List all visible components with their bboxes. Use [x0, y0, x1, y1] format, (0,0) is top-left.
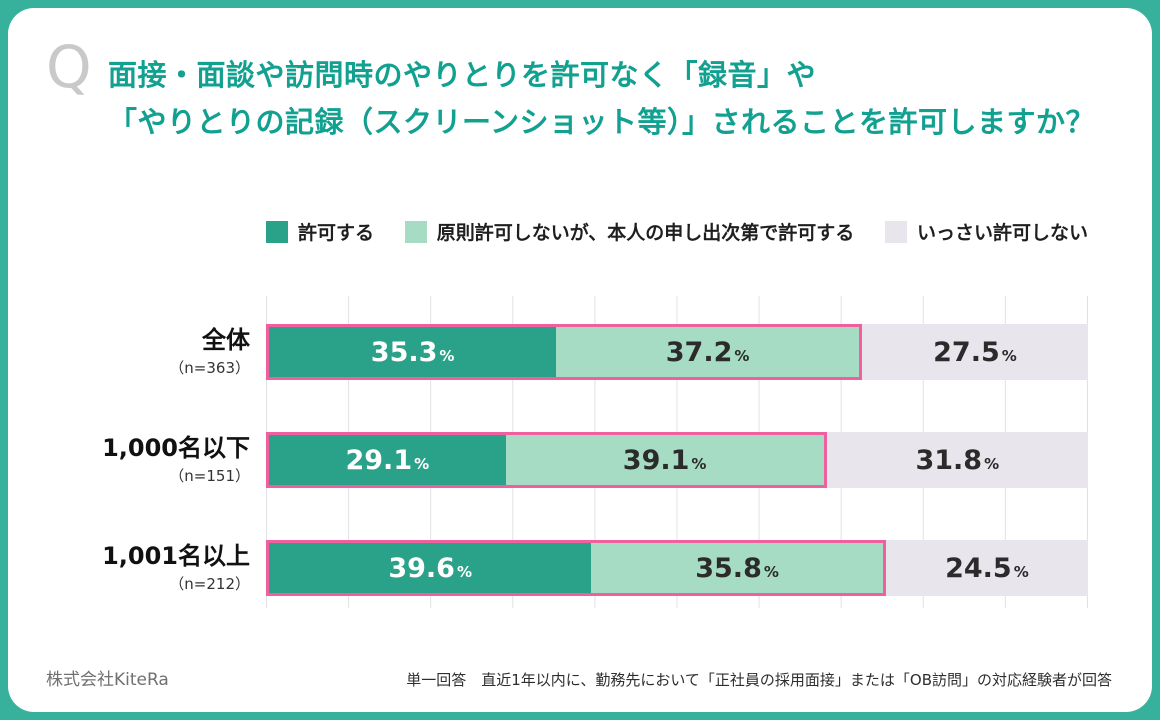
chart-area: 全体 （n=363） 35.3% 37.2% 27.5% 1,000名以下 （n=151） 2…	[44, 296, 1088, 608]
category-n: （n=212）	[169, 575, 250, 594]
bar-row: 全体 （n=363） 35.3% 37.2% 27.5%	[44, 324, 1088, 380]
survey-note: 単一回答 直近1年以内に、勤務先において「正社員の採用面接」または「OB訪問」の…	[406, 671, 1112, 689]
page-title: 面接・面談や訪問時のやりとりを許可なく「録音」や 「やりとりの記録（スクリーンシ…	[108, 52, 1122, 146]
segment-never-allow: 24.5%	[885, 540, 1088, 596]
segment-value: 31.8%	[915, 444, 1000, 476]
category-label: 1,000名以下	[102, 433, 250, 462]
title-line-1: 面接・面談や訪問時のやりとりを許可なく「録音」や	[108, 58, 817, 92]
bar-row: 1,000名以下 （n=151） 29.1% 39.1% 31.8%	[44, 432, 1088, 488]
segment-allow: 35.3%	[269, 327, 557, 377]
category-label-block: 1,000名以下 （n=151）	[44, 432, 266, 488]
category-label: 1,001名以上	[102, 541, 250, 570]
bar-track: 35.3% 37.2% 27.5%	[266, 324, 1088, 380]
segment-value: 35.8%	[695, 552, 779, 584]
segment-value: 39.1%	[622, 444, 707, 476]
company-name: 株式会社KiteRa	[46, 670, 169, 690]
bar-track: 39.6% 35.8% 24.5%	[266, 540, 1088, 596]
bar-row: 1,001名以上 （n=212） 39.6% 35.8% 24.5%	[44, 540, 1088, 596]
segment-allow-on-request: 39.1%	[505, 435, 824, 485]
bar-track: 29.1% 39.1% 31.8%	[266, 432, 1088, 488]
legend-label: 許可する	[298, 222, 375, 244]
question-icon: Q	[46, 33, 92, 101]
legend: 許可する 原則許可しないが、本人の申し出次第で許可する いっさい許可しない	[266, 218, 1088, 245]
highlighted-segment-group: 35.3% 37.2%	[266, 324, 862, 380]
segment-value: 24.5%	[945, 552, 1029, 584]
legend-item: いっさい許可しない	[884, 218, 1088, 245]
segment-value: 37.2%	[665, 336, 750, 368]
legend-item: 原則許可しないが、本人の申し出次第で許可する	[404, 218, 855, 245]
category-label-block: 全体 （n=363）	[44, 324, 266, 380]
legend-swatch	[404, 220, 427, 243]
segment-never-allow: 31.8%	[826, 432, 1088, 488]
segment-value: 35.3%	[370, 336, 455, 368]
highlighted-segment-group: 39.6% 35.8%	[266, 540, 886, 596]
legend-label: 原則許可しないが、本人の申し出次第で許可する	[436, 222, 855, 244]
legend-swatch	[266, 220, 288, 243]
segment-never-allow: 27.5%	[861, 324, 1088, 380]
segment-value: 39.6%	[388, 552, 472, 584]
chart-card: Q 面接・面談や訪問時のやりとりを許可なく「録音」や 「やりとりの記録（スクリー…	[8, 8, 1152, 712]
highlighted-segment-group: 29.1% 39.1%	[266, 432, 827, 488]
segment-value: 29.1%	[345, 444, 430, 476]
category-n: （n=151）	[169, 467, 250, 486]
segment-allow-on-request: 35.8%	[591, 543, 883, 593]
category-label: 全体	[202, 325, 250, 354]
segment-allow-on-request: 37.2%	[556, 327, 859, 377]
segment-allow: 29.1%	[269, 435, 506, 485]
category-n: （n=363）	[169, 359, 250, 378]
legend-label: いっさい許可しない	[916, 222, 1088, 244]
segment-allow: 39.6%	[269, 543, 592, 593]
category-label-block: 1,001名以上 （n=212）	[44, 540, 266, 596]
segment-value: 27.5%	[933, 336, 1017, 368]
title-line-2: 「やりとりの記録（スクリーンショット等）」されることを許可しますか？	[108, 104, 1096, 139]
legend-item: 許可する	[266, 218, 374, 245]
legend-swatch	[884, 220, 907, 243]
